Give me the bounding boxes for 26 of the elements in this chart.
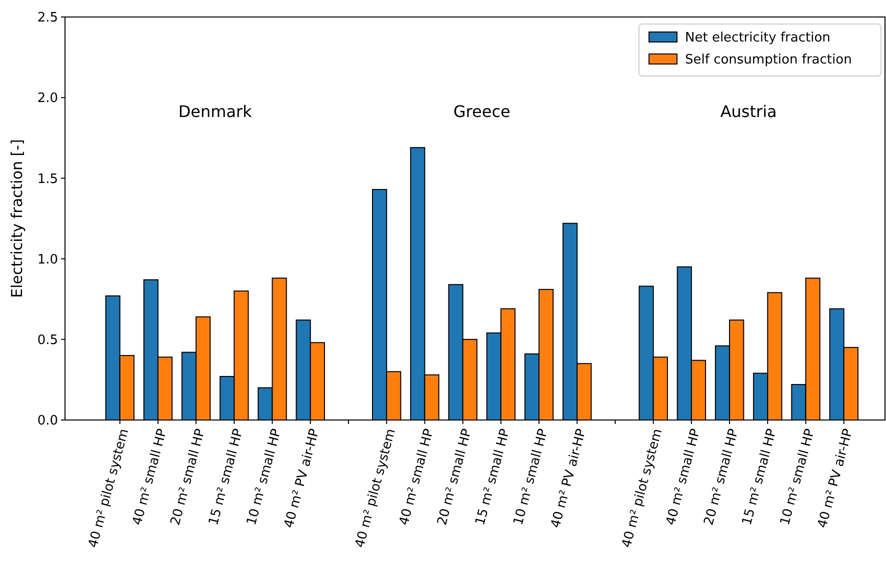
y-tick-label: 0.0: [37, 414, 58, 429]
legend-label: Net electricity fraction: [685, 30, 830, 46]
y-tick-label: 1.5: [37, 172, 58, 187]
x-tick-label: 20 m² small HP: [702, 427, 742, 527]
x-tick-label: 40 m² pilot system: [619, 427, 666, 550]
y-axis-title: Electricity fraction [-]: [8, 139, 26, 298]
x-tick-label: 20 m² small HP: [434, 427, 476, 527]
annotation: Denmark: [178, 102, 253, 121]
y-tick-label: 1.0: [37, 252, 58, 268]
legend-label: Self consumption fraction: [685, 52, 852, 68]
x-tick-label: 40 m² PV air-HP: [548, 427, 590, 530]
x-tick-label: 15 m² small HP: [740, 427, 780, 527]
annotation: Austria: [720, 102, 777, 121]
annotation: Greece: [453, 102, 510, 121]
y-tick-label: 2.0: [37, 91, 58, 106]
x-tick-label: 10 m² small HP: [511, 427, 552, 527]
x-tick-label: 40 m² small HP: [664, 427, 704, 527]
y-tick-label: 0.5: [37, 332, 58, 348]
x-tick-label: 15 m² small HP: [206, 427, 246, 527]
x-tick-label: 40 m² pilot system: [86, 427, 132, 550]
y-tick-label: 2.5: [37, 10, 58, 26]
x-tick-label: 15 m² small HP: [473, 427, 514, 527]
x-tick-label: 20 m² small HP: [168, 427, 208, 527]
x-tick-label: 40 m² small HP: [396, 427, 437, 527]
x-tick-label: 40 m² pilot system: [352, 427, 399, 550]
x-tick-label: 40 m² small HP: [130, 427, 170, 527]
